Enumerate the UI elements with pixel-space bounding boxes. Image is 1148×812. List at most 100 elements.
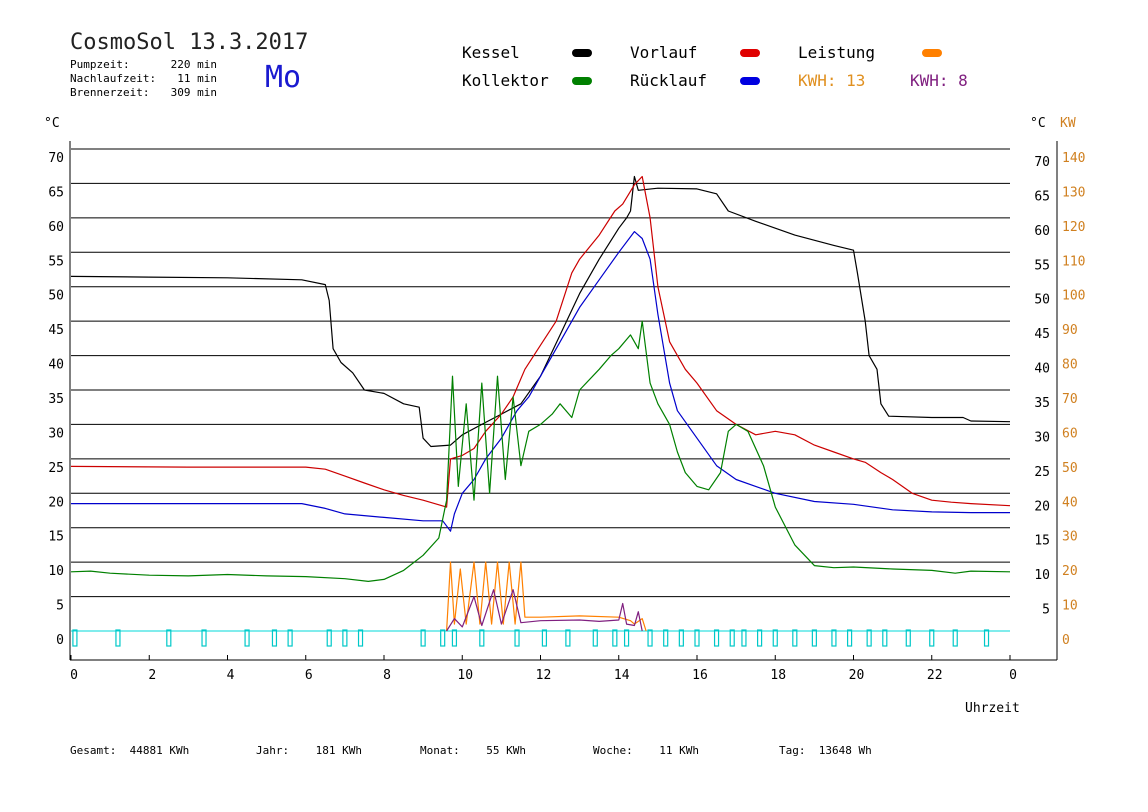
- y-tick-left-5: 5: [56, 599, 64, 614]
- pump-marker-33: [866, 629, 872, 647]
- pump-marker-0: [72, 629, 78, 647]
- weekday-label: Mo: [265, 60, 302, 95]
- y-axis-kw-unit: KW: [1060, 116, 1076, 131]
- pump-marker-18: [612, 629, 618, 647]
- y-tick-right-50: 50: [1034, 293, 1050, 308]
- pump-marker-6: [287, 629, 293, 647]
- series-kw-verlauf: [446, 589, 643, 632]
- pump-marker-12: [451, 629, 458, 647]
- series-vorlauf: [70, 175, 1011, 508]
- pump-marker-29: [792, 629, 798, 647]
- y-tick-right-20: 20: [1034, 499, 1050, 514]
- pump-marker-28: [772, 629, 778, 647]
- pump-marker-1: [115, 629, 121, 647]
- pump-marker-35: [905, 629, 911, 647]
- legend-leistung-label: Leistung: [798, 43, 876, 62]
- x-tick-11: 22: [927, 668, 943, 683]
- y-axis-left-unit: °C: [44, 116, 60, 131]
- y-tick-right-25: 25: [1034, 465, 1050, 480]
- pump-marker-16: [565, 629, 571, 647]
- pump-marker-23: [694, 629, 700, 647]
- y-tick-right-60: 60: [1034, 224, 1050, 239]
- y-tick-right-55: 55: [1034, 258, 1050, 273]
- y-tick-kw-110: 110: [1062, 254, 1085, 269]
- y-tick-right-5: 5: [1042, 603, 1050, 618]
- legend-kollektor-swatch: [572, 77, 592, 85]
- y-tick-kw-80: 80: [1062, 358, 1078, 373]
- y-tick-left-50: 50: [48, 289, 64, 304]
- pump-markers: [72, 629, 990, 647]
- footer-gesamt: Gesamt: 44881 KWh: [70, 744, 190, 757]
- pump-marker-38: [983, 629, 990, 647]
- pump-marker-20: [647, 629, 653, 647]
- y-tick-left-25: 25: [48, 461, 64, 476]
- legend-vorlauf-label: Vorlauf: [630, 43, 698, 62]
- chart-grid: [71, 148, 1010, 632]
- y-tick-left-20: 20: [48, 495, 64, 510]
- y-tick-kw-50: 50: [1062, 461, 1078, 476]
- y-tick-kw-20: 20: [1062, 564, 1078, 579]
- pump-marker-13: [479, 629, 485, 647]
- legend-ruecklauf-swatch: [740, 77, 760, 85]
- pump-marker-36: [929, 629, 935, 647]
- y-tick-left-55: 55: [48, 254, 64, 269]
- y-axis-right-unit: °C: [1030, 116, 1046, 131]
- legend-ruecklauf-label: Rücklauf: [630, 71, 708, 90]
- x-tick-9: 18: [770, 668, 786, 683]
- y-tick-left-10: 10: [48, 564, 64, 579]
- y-tick-kw-30: 30: [1062, 530, 1078, 545]
- nachlaufzeit-stat: Nachlaufzeit: 11 min: [70, 72, 217, 85]
- y-tick-right-45: 45: [1034, 327, 1050, 342]
- y-tick-left-35: 35: [48, 392, 64, 407]
- pump-marker-3: [201, 629, 207, 647]
- y-tick-right-10: 10: [1034, 568, 1050, 583]
- x-tick-6: 12: [536, 668, 552, 683]
- x-tick-4: 8: [383, 668, 391, 683]
- x-tick-7: 14: [614, 668, 630, 683]
- x-tick-0: 0: [70, 668, 78, 683]
- y-tick-kw-140: 140: [1062, 151, 1085, 166]
- x-tick-8: 16: [692, 668, 708, 683]
- legend-vorlauf-swatch: [740, 49, 760, 57]
- y-tick-left-40: 40: [48, 358, 64, 373]
- legend-kessel-label: Kessel: [462, 43, 520, 62]
- y-tick-right-40: 40: [1034, 362, 1050, 377]
- pump-marker-22: [678, 629, 684, 647]
- y-tick-left-70: 70: [48, 151, 64, 166]
- pump-marker-31: [831, 629, 837, 647]
- y-tick-right-15: 15: [1034, 534, 1050, 549]
- pump-marker-8: [342, 629, 348, 647]
- pump-marker-7: [326, 629, 332, 647]
- y-tick-left-45: 45: [48, 323, 64, 338]
- legend-kollektor-label: Kollektor: [462, 71, 549, 90]
- y-tick-left-0: 0: [56, 633, 64, 648]
- kwh-total-2: KWH: 8: [910, 71, 968, 90]
- y-tick-right-35: 35: [1034, 396, 1050, 411]
- pump-marker-4: [244, 629, 250, 647]
- pump-marker-19: [623, 629, 630, 647]
- series-kessel: [70, 175, 1011, 448]
- pump-marker-9: [357, 629, 364, 647]
- footer-woche: Woche: 11 KWh: [593, 744, 699, 757]
- y-tick-left-60: 60: [48, 220, 64, 235]
- y-tick-kw-10: 10: [1062, 599, 1078, 614]
- x-tick-3: 6: [305, 668, 313, 683]
- y-tick-right-65: 65: [1034, 189, 1050, 204]
- pumpzeit-stat: Pumpzeit: 220 min: [70, 58, 217, 71]
- chart-title: CosmoSol 13.3.2017: [70, 30, 309, 55]
- pump-marker-27: [756, 629, 763, 647]
- y-tick-left-15: 15: [48, 530, 64, 545]
- brennerzeit-stat: Brennerzeit: 309 min: [70, 86, 217, 99]
- y-tick-left-30: 30: [48, 426, 64, 441]
- pump-marker-30: [811, 629, 817, 647]
- y-tick-kw-40: 40: [1062, 495, 1078, 510]
- x-tick-5: 10: [457, 668, 473, 683]
- y-tick-kw-90: 90: [1062, 323, 1078, 338]
- pump-marker-24: [713, 629, 720, 647]
- y-tick-right-70: 70: [1034, 155, 1050, 170]
- pump-marker-17: [592, 629, 598, 647]
- pump-marker-25: [729, 629, 735, 647]
- x-tick-1: 2: [148, 668, 156, 683]
- pump-marker-5: [271, 629, 278, 647]
